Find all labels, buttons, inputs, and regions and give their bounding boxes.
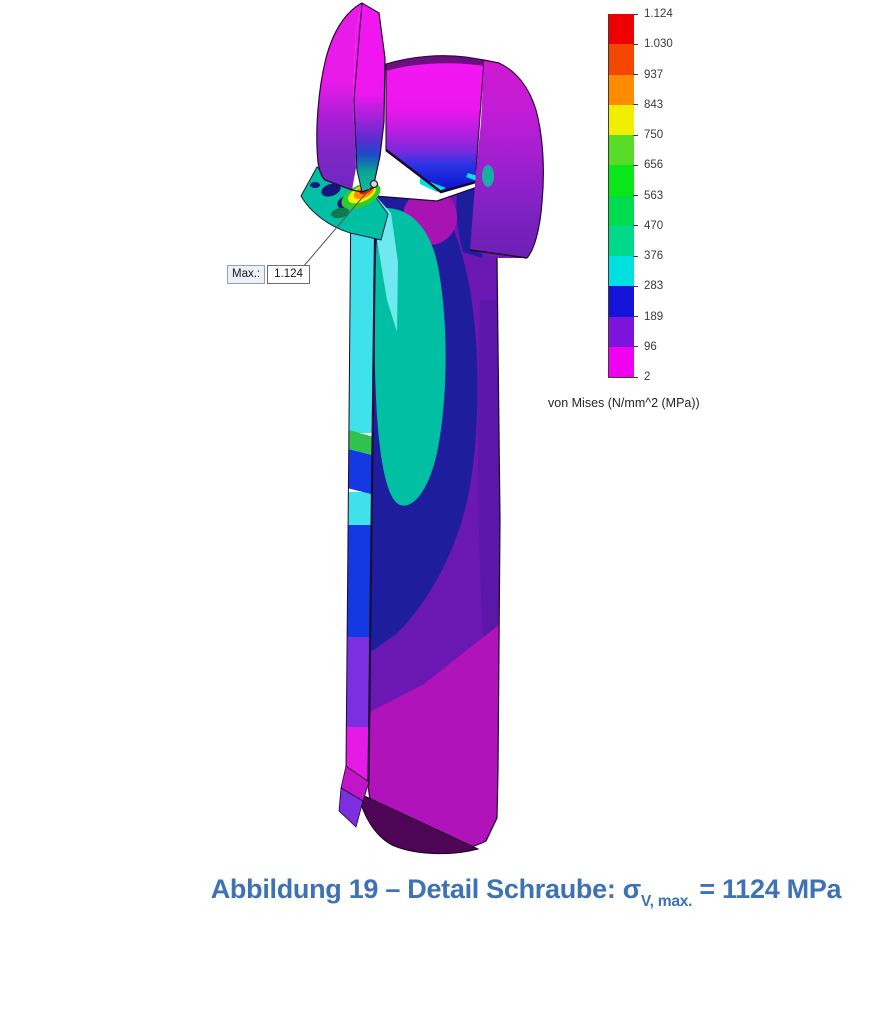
legend-tick-label: 843 (633, 99, 703, 111)
legend-tick-label: 470 (633, 220, 703, 232)
legend-color-band (609, 195, 634, 226)
legend-tick-label: 189 (633, 311, 703, 323)
screw-shaft-face (357, 183, 504, 855)
max-annotation-value: 1.124 (267, 265, 310, 284)
legend-tick-label: 1.030 (633, 38, 703, 50)
legend-color-band (609, 14, 634, 45)
legend-color-band (609, 104, 634, 135)
screw-bottom-face (357, 792, 480, 855)
legend-color-band (609, 165, 634, 196)
caption-prefix: Abbildung 19 – Detail Schraube: σ (210, 874, 641, 904)
max-point-marker (369, 179, 379, 189)
max-annotation-leader (302, 179, 379, 268)
legend-ticks: 1.124 1.030 937 843 750 656 563 470 376 283 189 96 2 (633, 8, 703, 383)
legend-color-band (609, 346, 634, 377)
legend-tick-label: 656 (633, 159, 703, 171)
legend-color-band (609, 74, 634, 105)
legend-color-band (609, 44, 634, 75)
legend-color-band (609, 225, 634, 256)
legend-color-band (609, 286, 634, 317)
legend-tick-label: 1.124 (633, 8, 703, 20)
legend-tick-label: 283 (633, 280, 703, 292)
legend-color-band (609, 316, 634, 347)
figure-caption: Abbildung 19 – Detail Schraube: σV, max.… (170, 874, 882, 911)
legend-tick-label: 376 (633, 250, 703, 262)
legend-color-band (609, 256, 634, 287)
caption-suffix: = 1124 MPa (692, 874, 842, 904)
screw-head-socket-face (385, 55, 485, 194)
max-annotation-label: Max.: (227, 265, 266, 284)
legend-tick-label: 937 (633, 69, 703, 81)
screw-head-right-lobe (469, 59, 544, 259)
legend-tick-label: 750 (633, 129, 703, 141)
legend-tick-label: 96 (633, 341, 703, 353)
screw-head-left-lobe (316, 2, 386, 193)
legend-title: von Mises (N/mm^2 (MPa)) (548, 396, 700, 410)
caption-subscript: V, max. (640, 893, 693, 911)
legend-tick-label: 563 (633, 190, 703, 202)
screw-shaft-outer-strip (338, 187, 377, 828)
legend-color-band (609, 135, 634, 166)
max-annotation-box: Max.: 1.124 (227, 265, 310, 284)
legend-colorbar (608, 14, 634, 378)
legend-tick-label: 2 (633, 371, 703, 383)
